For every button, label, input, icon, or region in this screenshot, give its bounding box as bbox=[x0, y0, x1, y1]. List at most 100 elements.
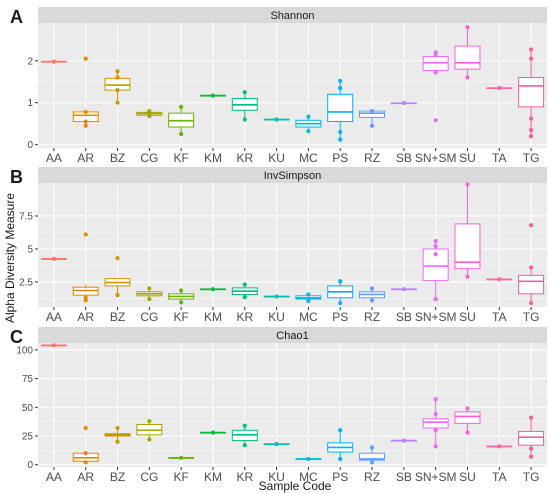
y-tick-label: 7.5 bbox=[19, 211, 33, 222]
x-tick-label: RZ bbox=[364, 151, 380, 165]
data-point bbox=[528, 116, 534, 121]
x-tick-label: KM bbox=[204, 310, 222, 324]
y-axis-title: Alpha Diversity Measure bbox=[3, 193, 17, 323]
data-point bbox=[433, 397, 438, 402]
box-tg bbox=[518, 415, 545, 459]
box-su bbox=[454, 25, 481, 80]
box-ta bbox=[486, 444, 513, 449]
data-point bbox=[179, 455, 184, 460]
x-tick-label: AR bbox=[77, 470, 94, 484]
panel-letter: A bbox=[10, 7, 23, 27]
box-rz bbox=[359, 286, 386, 303]
x-tick-label: CG bbox=[140, 470, 158, 484]
data-point bbox=[210, 93, 216, 98]
data-point bbox=[528, 47, 534, 52]
data-point bbox=[179, 104, 184, 109]
data-point bbox=[115, 293, 120, 298]
data-point bbox=[115, 69, 120, 74]
x-tick-label: TG bbox=[523, 310, 540, 324]
y-tick-label: 75 bbox=[22, 374, 34, 385]
x-tick-label: TG bbox=[523, 151, 540, 165]
box-bz bbox=[104, 425, 131, 444]
data-point bbox=[338, 85, 343, 91]
x-tick-label: AA bbox=[46, 310, 62, 324]
box-su bbox=[454, 406, 481, 435]
box-sb bbox=[390, 101, 417, 106]
data-point bbox=[497, 85, 502, 91]
panel-letter: B bbox=[10, 167, 23, 187]
x-tick-label: SU bbox=[459, 470, 476, 484]
data-point bbox=[115, 75, 120, 80]
x-tick-label: KM bbox=[204, 470, 222, 484]
data-point bbox=[306, 292, 311, 297]
y-tick-label: 5 bbox=[27, 244, 33, 255]
box-bz bbox=[104, 69, 131, 105]
data-point bbox=[433, 296, 438, 302]
box-body bbox=[518, 274, 545, 295]
box-ar bbox=[72, 56, 99, 128]
box-kr bbox=[231, 423, 258, 448]
x-tick-label: CG bbox=[140, 310, 158, 324]
x-tick-label: PS bbox=[332, 470, 348, 484]
box-rz bbox=[359, 445, 386, 465]
data-point bbox=[497, 277, 502, 282]
data-point bbox=[433, 428, 438, 433]
x-tick-label: BZ bbox=[110, 151, 125, 165]
data-point bbox=[147, 286, 152, 291]
x-tick-label: TG bbox=[523, 470, 540, 484]
data-point bbox=[306, 298, 311, 304]
data-point bbox=[83, 232, 88, 237]
data-point bbox=[306, 114, 311, 119]
data-point bbox=[369, 123, 375, 128]
data-point bbox=[528, 300, 534, 306]
box-km bbox=[199, 430, 226, 435]
x-tick-label: PS bbox=[332, 151, 348, 165]
data-point bbox=[369, 108, 375, 114]
x-tick-label: SB bbox=[396, 310, 412, 324]
box-kf bbox=[168, 288, 195, 305]
x-tick-label: TA bbox=[492, 151, 506, 165]
box-sb bbox=[390, 287, 417, 292]
data-point bbox=[179, 300, 184, 305]
x-tick-label: SN+SM bbox=[415, 310, 457, 324]
data-point bbox=[51, 256, 57, 261]
data-point bbox=[210, 287, 216, 292]
box-kf bbox=[168, 104, 195, 137]
x-tick-label: BZ bbox=[110, 310, 125, 324]
panel-title: Chao1 bbox=[276, 330, 308, 342]
x-tick-label: RZ bbox=[364, 470, 380, 484]
box-body bbox=[422, 248, 449, 282]
data-point bbox=[465, 25, 470, 30]
data-point bbox=[401, 287, 406, 292]
x-tick-label: SU bbox=[459, 310, 476, 324]
box-sn-sm bbox=[422, 238, 449, 302]
panel-background bbox=[38, 343, 547, 467]
data-point bbox=[147, 108, 152, 114]
panel-strip bbox=[38, 167, 547, 183]
data-point bbox=[242, 282, 247, 287]
data-point bbox=[528, 454, 534, 459]
panel-shannon: Shannon 0 1 2 AA AR BZ CG KF KM KR KU MC PS RZ SB SN+SM S… bbox=[10, 7, 547, 165]
box-cg bbox=[136, 286, 163, 302]
box-mc bbox=[295, 292, 322, 304]
box-body bbox=[518, 77, 545, 108]
data-point bbox=[433, 444, 438, 449]
data-point bbox=[115, 425, 120, 431]
y-tick-label: 0 bbox=[27, 460, 33, 471]
data-point bbox=[497, 444, 502, 449]
x-tick-label: SU bbox=[459, 151, 476, 165]
x-tick-label: KF bbox=[173, 151, 188, 165]
data-point bbox=[242, 295, 247, 300]
box-body bbox=[454, 411, 481, 424]
x-tick-label: KR bbox=[236, 310, 253, 324]
data-point bbox=[147, 296, 152, 302]
data-point bbox=[528, 134, 534, 139]
box-kr bbox=[231, 282, 258, 300]
box-body bbox=[454, 223, 481, 270]
y-tick-label: 0 bbox=[27, 140, 33, 151]
box-ta bbox=[486, 277, 513, 282]
y-tick-label: 50 bbox=[22, 403, 34, 414]
data-point bbox=[274, 117, 279, 122]
